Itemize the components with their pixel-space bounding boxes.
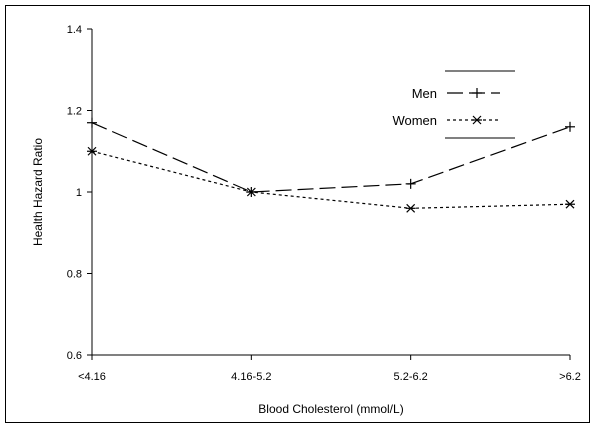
y-tick-label: 0.6 <box>67 350 82 362</box>
y-tick-label: 1.4 <box>67 24 82 36</box>
x-tick-label: 5.2-6.2 <box>394 371 428 383</box>
y-tick-label: 0.8 <box>67 269 82 281</box>
series-men <box>87 117 575 197</box>
legend-marker <box>472 88 482 98</box>
y-tick-label: 1.2 <box>67 106 82 118</box>
data-point <box>565 199 575 209</box>
x-axis-label: Blood Cholesterol (mmol/L) <box>258 402 403 416</box>
legend-label-women: Women <box>392 113 437 128</box>
legend: Men Women <box>392 70 515 139</box>
series-line <box>91 150 571 209</box>
data-point <box>87 146 97 156</box>
data-point <box>565 121 575 132</box>
data-point <box>87 117 97 128</box>
y-tick-label: 1 <box>76 187 82 199</box>
x-ticks: <4.16 4.16-5.2 5.2-6.2 >6.2 <box>78 355 581 383</box>
data-point <box>405 203 416 213</box>
series-line <box>91 122 571 193</box>
legend-marker <box>472 115 482 125</box>
y-axis-label: Health Hazard Ratio <box>31 138 45 246</box>
x-tick-label: 4.16-5.2 <box>231 371 271 383</box>
axes <box>91 29 570 356</box>
series-group <box>87 117 575 213</box>
x-tick-label: <4.16 <box>78 371 106 383</box>
y-ticks: 0.6 0.8 1 1.2 1.4 <box>67 24 92 362</box>
data-point <box>405 178 416 189</box>
chart-frame <box>5 5 590 423</box>
x-tick-label: >6.2 <box>559 371 581 383</box>
legend-label-men: Men <box>412 86 437 101</box>
series-women <box>87 146 575 213</box>
data-point <box>246 187 257 197</box>
